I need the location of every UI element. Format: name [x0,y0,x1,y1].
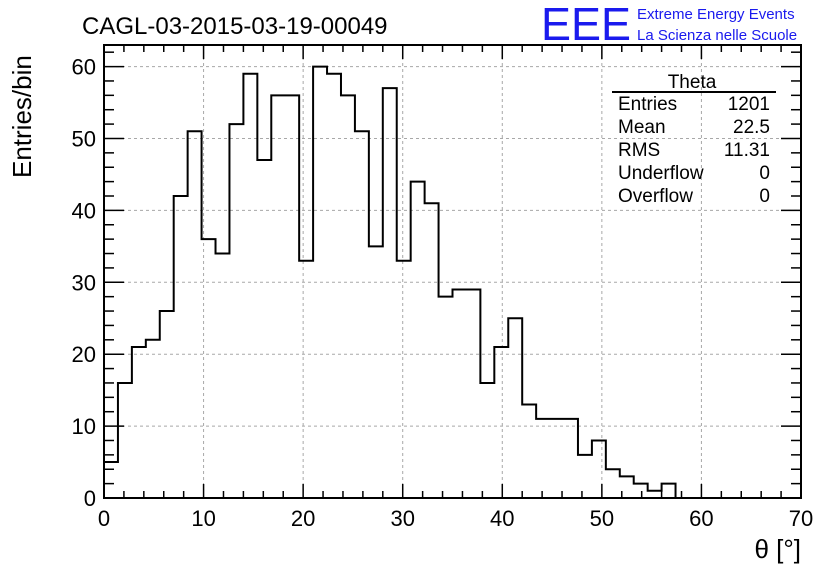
stats-label: Entries [618,94,677,115]
y-tick-label: 40 [72,198,96,223]
x-tick-label: 30 [390,506,414,531]
grid [104,45,801,498]
stats-title: Theta [668,72,717,93]
x-tick-label: 60 [689,506,713,531]
stats-label: Mean [618,117,666,138]
x-tick-label: 70 [789,506,813,531]
y-axis-title: Entries/bin [7,55,37,178]
x-tick-label: 0 [98,506,110,531]
plot-frame [103,44,802,499]
y-tick-label: 20 [72,342,96,367]
histogram-series [103,65,801,499]
stats-value: 22.5 [733,117,770,138]
stats-value: 0 [759,163,770,184]
y-tick-label: 30 [72,270,96,295]
logo-text: EEE [541,0,631,50]
x-tick-label: 20 [291,506,315,531]
x-axis-title: θ [°] [754,534,801,564]
stats-box: Theta Entries 1201 Mean 22.5 RMS 11.31 U… [612,72,776,207]
x-tick-label: 10 [191,506,215,531]
chart-title: CAGL-03-2015-03-19-00049 [82,13,388,40]
brand-line-1: Extreme Energy Events [637,6,795,23]
stats-label: Underflow [618,163,704,184]
eee-logo: EEE Extreme Energy Events La Scienza nel… [541,0,797,50]
stats-value: 11.31 [724,140,770,161]
y-tick-label: 50 [72,126,96,151]
x-tick-label: 40 [490,506,514,531]
brand-line-2: La Scienza nelle Scuole [637,27,797,44]
y-tick-label: 0 [84,486,96,511]
stats-value: 0 [759,186,770,207]
axis-ticks [103,45,802,499]
y-tick-label: 10 [72,414,96,439]
x-tick-label: 50 [590,506,614,531]
y-tick-label: 60 [72,55,96,80]
tick-labels: 0 10 20 30 40 50 60 70 0 10 20 30 40 50 60 [72,55,814,531]
stats-label: RMS [618,140,660,161]
stats-label: Overflow [618,186,693,207]
stats-value: 1201 [728,94,770,115]
